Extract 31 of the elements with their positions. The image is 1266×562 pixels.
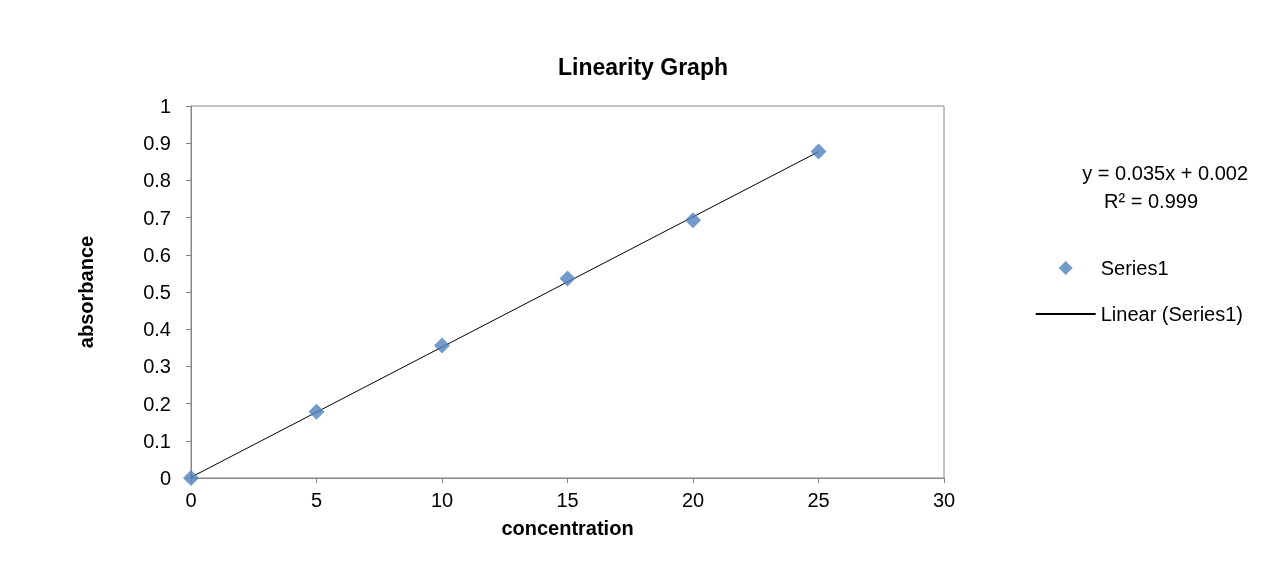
y-tick-label: 0.1 bbox=[143, 429, 171, 452]
chart-title: Linearity Graph bbox=[558, 53, 728, 80]
x-tick-label: 30 bbox=[932, 489, 956, 511]
legend-label: Linear (Series1) bbox=[1100, 303, 1244, 325]
point bbox=[434, 337, 450, 354]
y-tick-label: 0.7 bbox=[143, 206, 171, 229]
x-tick-label: 5 bbox=[310, 489, 323, 511]
x-axis-title: concentration bbox=[501, 517, 634, 539]
y-tick-label: 0.4 bbox=[143, 318, 171, 341]
x-tick-label: 20 bbox=[681, 489, 705, 511]
y-tick-label: 0 bbox=[159, 467, 171, 489]
x-tick-label: 0 bbox=[185, 489, 197, 511]
y-tick-label: 0.2 bbox=[143, 392, 171, 415]
x-tick-label: 10 bbox=[430, 489, 454, 511]
y-axis-title: absorbance bbox=[75, 235, 97, 349]
point bbox=[308, 403, 325, 420]
point bbox=[183, 470, 199, 486]
point bbox=[559, 270, 576, 287]
y-tick-label: 0.8 bbox=[143, 169, 171, 192]
point bbox=[685, 212, 701, 229]
y-tick-label: 1 bbox=[159, 95, 171, 117]
x-tick-label: 15 bbox=[556, 489, 579, 511]
text: y = 0.035x + 0.002 bbox=[1082, 162, 1248, 184]
point bbox=[810, 143, 827, 160]
y-tick-label: 0.5 bbox=[143, 281, 171, 303]
x-tick-label: 25 bbox=[807, 489, 830, 511]
y-tick-label: 0.3 bbox=[143, 355, 171, 378]
y-tick-label: 0.6 bbox=[143, 243, 171, 266]
y-tick-label: 0.9 bbox=[143, 132, 171, 155]
text: R² = 0.999 bbox=[1104, 190, 1199, 212]
legend-label: Series1 bbox=[1100, 257, 1169, 279]
